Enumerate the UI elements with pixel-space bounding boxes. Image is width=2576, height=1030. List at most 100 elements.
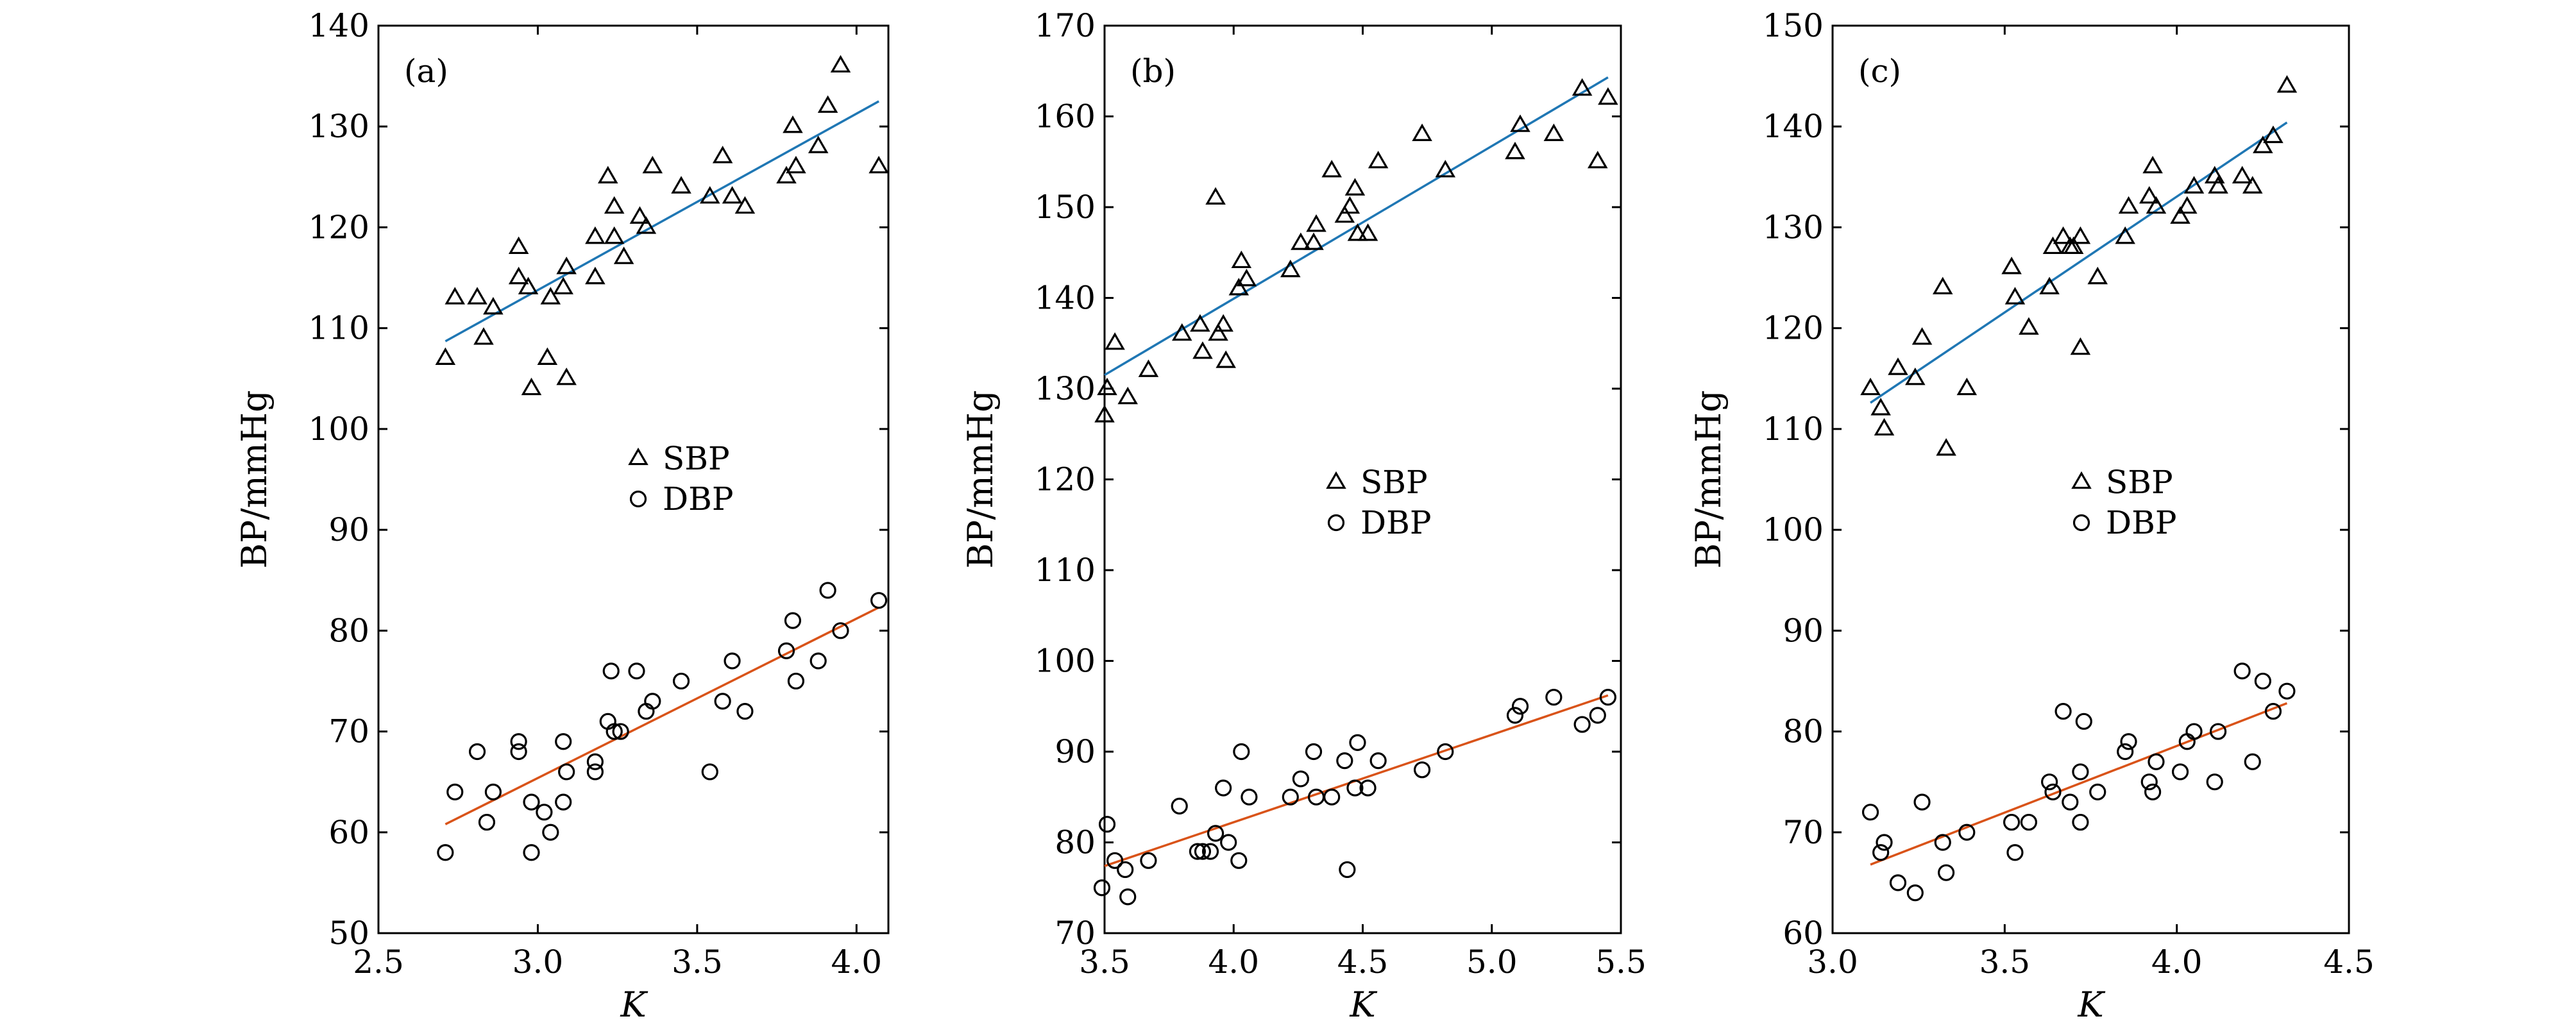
dbp-point [1599, 688, 1616, 706]
y-tick-label: 70 [1783, 814, 1824, 851]
sbp-point [1321, 160, 1342, 178]
sbp-point [1303, 232, 1324, 250]
dbp-point [714, 693, 731, 710]
y-tick-label: 110 [309, 310, 369, 347]
sbp-point [1598, 87, 1618, 105]
sbp-point [2070, 226, 2091, 244]
sbp-point [540, 287, 561, 305]
dbp-point [1511, 698, 1529, 715]
legend-sbp-marker [1326, 471, 1346, 489]
x-tick-label: 2.5 [353, 943, 404, 981]
dbp-point [1958, 823, 1976, 841]
sbp-point [1412, 123, 1432, 141]
dbp-point [2055, 703, 2072, 720]
sbp-point [1911, 327, 1933, 345]
dbp-fit-line [445, 606, 879, 825]
dbp-point [809, 652, 827, 670]
dbp-point [1934, 834, 1951, 851]
dbp-point [1573, 716, 1591, 733]
sbp-point [473, 327, 494, 345]
sbp-point [2276, 75, 2298, 93]
sbp-point [1905, 367, 1926, 385]
sbp-point [869, 155, 889, 174]
dbp-point [558, 763, 575, 781]
legend-dbp-label: DBP [663, 480, 733, 518]
sbp-point [2115, 226, 2135, 244]
panel-3: 3.0 3.5 4.0 4.5 60 70 80 90 100 110 120 130 140 150 K B… [1688, 7, 2375, 1025]
panel-1: 2.5 3.0 3.5 4.0 50 60 70 80 90 100 110 120 130 140 K BP… [234, 7, 890, 1025]
sbp-point [671, 176, 691, 194]
y-tick-label: 120 [1035, 461, 1096, 498]
dbp-point [784, 612, 802, 629]
sbp-point [1435, 160, 1456, 178]
dbp-point [2075, 713, 2092, 730]
x-tick-label: 3.5 [1079, 943, 1130, 981]
dbp-point [478, 813, 496, 831]
sbp-point [1874, 418, 1895, 436]
sbp-point [830, 55, 851, 73]
y-tick-label: 90 [328, 511, 369, 548]
legend-sbp-marker [628, 447, 648, 466]
legend-sbp-label: SBP [1360, 464, 1428, 501]
sbp-point [1344, 178, 1366, 196]
y-tick-label: 150 [1035, 189, 1096, 226]
sbp-point [604, 196, 625, 214]
y-tick-label: 100 [309, 410, 369, 448]
sbp-point [553, 276, 573, 294]
dbp-point [1346, 779, 1364, 797]
dbp-point [2206, 773, 2223, 791]
dbp-point [2144, 783, 2162, 800]
sbp-point [585, 226, 606, 244]
sbp-point [467, 287, 487, 305]
sbp-point [636, 216, 657, 234]
dbp-point [446, 783, 464, 800]
legend-dbp-label: DBP [2106, 504, 2176, 541]
sbp-point [722, 186, 743, 204]
sbp-point [556, 367, 577, 385]
sbp-point [2263, 125, 2284, 144]
dbp-point [1506, 707, 1524, 724]
dbp-point [542, 823, 559, 841]
dbp-point [602, 663, 620, 680]
sbp-point [1097, 377, 1117, 396]
sbp-point [642, 155, 663, 174]
dbp-point [2006, 844, 2024, 861]
y-tick-label: 80 [1783, 713, 1824, 750]
dbp-point [1292, 770, 1310, 788]
sbp-point [2070, 337, 2091, 355]
sbp-point [2004, 287, 2026, 305]
dbp-point [586, 753, 604, 770]
sbp-point [734, 196, 756, 214]
x-tick-label: 4.0 [1208, 943, 1259, 981]
dbp-point [870, 592, 888, 609]
sbp-point [1932, 276, 1953, 294]
dbp-point [510, 743, 527, 761]
sbp-point [817, 95, 838, 113]
sbp-point [2001, 257, 2022, 274]
panel-2: 3.5 4.0 4.5 5.0 5.5 70 80 90 100 110 120 130 140 150 1… [960, 7, 1647, 1025]
dbp-point [1889, 874, 1907, 891]
dbp-point [1230, 852, 1248, 869]
panel-label: (b) [1130, 53, 1176, 90]
panel-label: (c) [1858, 53, 1901, 90]
sbp-point [2139, 186, 2160, 204]
y-tick-label: 140 [309, 7, 369, 44]
legend-sbp-label: SBP [2106, 464, 2173, 501]
dbp-point [2171, 763, 2189, 781]
dbp-point [2003, 813, 2021, 831]
x-tick-label: 4.0 [831, 943, 883, 981]
dbp-point [2044, 783, 2062, 800]
y-tick-label: 60 [328, 814, 369, 851]
dbp-point [1305, 743, 1323, 761]
dbp-point [2254, 672, 2271, 690]
sbp-point [508, 266, 529, 285]
y-tick-label: 130 [1763, 208, 1824, 246]
sbp-point [2039, 276, 2060, 294]
x-tick-label: 3.0 [513, 943, 564, 981]
x-axis-label: K [1349, 984, 1377, 1025]
y-tick-label: 120 [309, 208, 369, 246]
sbp-point [1216, 350, 1236, 368]
x-tick-label: 3.0 [1807, 943, 1858, 981]
sbp-point [597, 165, 618, 183]
